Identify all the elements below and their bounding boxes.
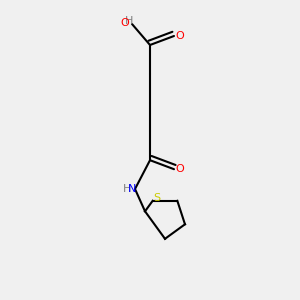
Text: O: O xyxy=(120,17,129,28)
Text: H: H xyxy=(123,184,132,194)
Text: S: S xyxy=(154,193,161,203)
Text: N: N xyxy=(128,184,136,194)
Text: H: H xyxy=(125,16,133,26)
Text: O: O xyxy=(176,31,184,41)
Text: O: O xyxy=(176,164,184,174)
